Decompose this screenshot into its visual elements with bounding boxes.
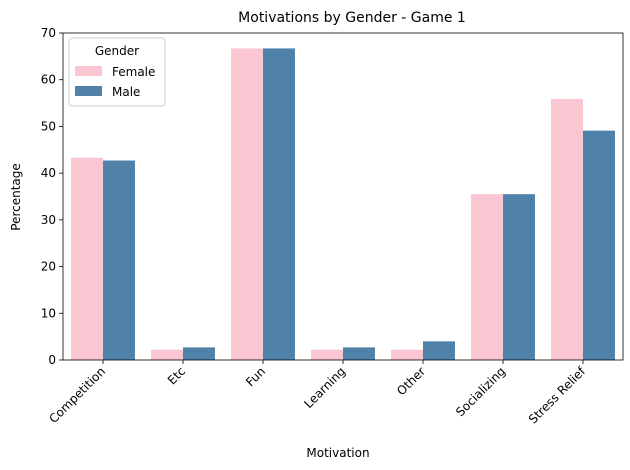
legend-title: Gender <box>95 44 139 58</box>
bar-male-etc <box>183 347 215 360</box>
legend-label-male: Male <box>112 85 140 99</box>
x-tick-label: Socializing <box>453 364 508 419</box>
y-tick-label: 10 <box>41 306 56 320</box>
y-tick-label: 70 <box>41 26 56 40</box>
bar-female-other <box>391 349 423 360</box>
x-axis-label: Motivation <box>306 446 369 460</box>
x-tick-label: Learning <box>301 364 348 411</box>
legend-swatch-male <box>75 86 102 96</box>
y-tick-label: 30 <box>41 213 56 227</box>
x-tick-label: Stress Relief <box>526 364 589 427</box>
bar-female-learning <box>311 349 343 360</box>
bar-male-other <box>423 341 455 360</box>
bar-female-fun <box>231 48 263 361</box>
legend-label-female: Female <box>112 65 155 79</box>
x-tick-label: Fun <box>243 364 268 389</box>
bar-male-fun <box>263 48 295 361</box>
y-tick-label: 60 <box>41 73 56 87</box>
y-axis-label: Percentage <box>9 163 23 231</box>
y-tick-label: 20 <box>41 260 56 274</box>
y-tick-label: 0 <box>48 353 56 367</box>
bar-male-competition <box>103 160 135 360</box>
bar-male-socializing <box>503 194 535 360</box>
bars-group <box>71 48 615 361</box>
legend: Gender Female Male <box>68 37 166 107</box>
chart-title: Motivations by Gender - Game 1 <box>238 10 466 26</box>
bar-female-socializing <box>471 194 503 360</box>
y-tick-label: 50 <box>41 119 56 133</box>
y-tick-label: 40 <box>41 166 56 180</box>
bar-female-stress-relief <box>551 98 583 361</box>
bar-female-competition <box>71 157 103 360</box>
bar-male-stress-relief <box>583 130 615 360</box>
x-tick-label: Competition <box>46 364 108 426</box>
bar-female-etc <box>151 349 183 360</box>
legend-swatch-female <box>75 66 102 76</box>
x-tick-label: Other <box>394 364 428 398</box>
bar-male-learning <box>343 347 375 360</box>
x-tick-label: Etc <box>165 364 188 387</box>
